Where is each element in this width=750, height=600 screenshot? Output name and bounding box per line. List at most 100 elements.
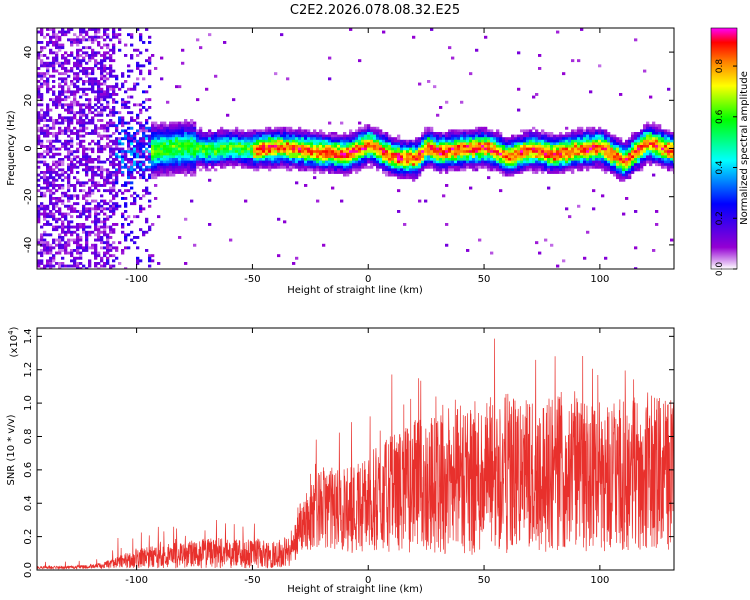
spectrogram-cell bbox=[58, 168, 62, 172]
spectrogram-cell bbox=[64, 103, 68, 107]
spectrogram-cell bbox=[328, 139, 332, 143]
spectrogram-cell bbox=[523, 155, 527, 159]
spectrogram-cell bbox=[286, 145, 290, 148]
spectrogram-cell bbox=[64, 33, 68, 37]
spectrogram-cell bbox=[103, 184, 107, 187]
spectrogram-cell bbox=[544, 238, 548, 242]
spectrogram-cell bbox=[193, 168, 197, 172]
spectrogram-cell bbox=[313, 142, 317, 146]
spectrogram-cell bbox=[499, 171, 503, 174]
spectrogram-cell bbox=[253, 168, 257, 172]
spectrogram-cell bbox=[127, 233, 131, 237]
spectrogram-cell bbox=[139, 150, 143, 154]
spectrogram-cell bbox=[376, 132, 380, 135]
spectrogram-cell bbox=[145, 178, 149, 182]
spectrogram-cell bbox=[649, 150, 653, 154]
spectrogram-cell bbox=[352, 165, 356, 169]
spectrogram-cell bbox=[370, 147, 374, 151]
spectrogram-cell bbox=[82, 124, 86, 128]
spectrogram-cell bbox=[613, 139, 617, 143]
spectrogram-cell bbox=[598, 158, 602, 161]
spectrogram-cell bbox=[460, 147, 464, 151]
spectrogram-cell bbox=[580, 132, 584, 135]
spectrogram-cell bbox=[223, 163, 227, 167]
spectrogram-cell bbox=[193, 152, 197, 156]
spectrogram-cell bbox=[571, 150, 575, 154]
spectrogram-cell bbox=[112, 173, 116, 177]
spectrogram-cell bbox=[391, 158, 395, 161]
spectrogram-cell bbox=[97, 236, 101, 239]
spectrogram-cell bbox=[70, 230, 74, 234]
spectrogram-cell bbox=[472, 150, 476, 154]
spectrogram-cell bbox=[100, 87, 104, 91]
spectrogram-cell bbox=[667, 139, 671, 143]
spectrogram-cell bbox=[202, 139, 206, 143]
spectrogram-cell bbox=[250, 134, 254, 138]
spectrogram-cell bbox=[430, 134, 434, 138]
spectrogram-cell bbox=[307, 160, 311, 164]
spectrogram-cell bbox=[79, 254, 83, 258]
spectrogram-cell bbox=[64, 212, 68, 216]
spectrogram-cell bbox=[442, 168, 446, 172]
spectrogram-cell bbox=[289, 165, 293, 169]
spectrogram-cell bbox=[97, 165, 101, 169]
spectrogram-cell bbox=[280, 126, 284, 130]
spectrogram-cell bbox=[52, 145, 56, 148]
spectrogram-cell bbox=[358, 129, 362, 133]
spectrogram-cell bbox=[43, 119, 47, 122]
spectrogram-cell bbox=[382, 171, 386, 174]
spectrogram-cell bbox=[88, 233, 92, 237]
spectrogram-cell bbox=[226, 145, 230, 148]
spectrogram-cell bbox=[280, 132, 284, 135]
spectrogram-cell bbox=[442, 147, 446, 151]
spectrogram-cell bbox=[625, 155, 629, 159]
spectrogram-cell bbox=[637, 163, 641, 167]
spectrogram-cell bbox=[550, 145, 554, 148]
spectrogram-cell bbox=[193, 150, 197, 154]
spectrogram-cell bbox=[322, 137, 326, 141]
spectrogram-cell bbox=[385, 134, 389, 138]
spectrogram-cell bbox=[577, 160, 581, 164]
spectrogram-cell bbox=[454, 165, 458, 169]
spectrogram-cell bbox=[319, 160, 323, 164]
spectrogram-cell bbox=[505, 165, 509, 169]
spectrogram-cell bbox=[562, 139, 566, 143]
spectrogram-cell bbox=[487, 150, 491, 154]
spectrogram-cell bbox=[508, 163, 512, 167]
spectrogram-cell bbox=[76, 147, 80, 151]
spectrogram-cell bbox=[103, 93, 107, 96]
spectrogram-cell bbox=[151, 173, 155, 177]
spectrogram-cell bbox=[64, 98, 68, 102]
spectrogram-cell bbox=[88, 215, 92, 219]
spectrogram-cell bbox=[529, 134, 533, 138]
spectrogram-cell bbox=[46, 145, 50, 148]
spectrogram-cell bbox=[67, 90, 71, 94]
spectrogram-cell bbox=[661, 132, 665, 135]
spectrogram-cell bbox=[463, 158, 467, 161]
spectrogram-cell bbox=[91, 85, 95, 89]
spectrogram-cell bbox=[520, 150, 524, 154]
spectrogram-cell bbox=[547, 145, 551, 148]
spectrogram-cell bbox=[85, 243, 89, 247]
spectrogram-cell bbox=[415, 176, 419, 180]
spectrogram-cell bbox=[46, 139, 50, 143]
spectrogram-cell bbox=[403, 155, 407, 159]
spectrogram-cell bbox=[526, 132, 530, 135]
spectrogram-cell bbox=[661, 129, 665, 133]
spectrogram-cell bbox=[139, 108, 143, 112]
spectrogram-cell bbox=[106, 217, 110, 221]
spectrogram-cell bbox=[661, 150, 665, 154]
spectrogram-cell bbox=[151, 176, 155, 180]
spectrogram-cell bbox=[409, 145, 413, 148]
spectrogram-cell bbox=[511, 145, 515, 148]
spectrogram-cell bbox=[439, 158, 443, 161]
spectrogram-cell bbox=[628, 158, 632, 161]
spectrogram-cell bbox=[91, 56, 95, 60]
spectrogram-cell bbox=[40, 74, 44, 78]
spectrogram-cell bbox=[109, 139, 113, 143]
spectrogram-cell bbox=[334, 155, 338, 159]
spectrogram-cell bbox=[538, 163, 542, 167]
spectrogram-cell bbox=[379, 137, 383, 141]
spectrogram-cell bbox=[46, 119, 50, 122]
spectrogram-cell bbox=[199, 132, 203, 135]
